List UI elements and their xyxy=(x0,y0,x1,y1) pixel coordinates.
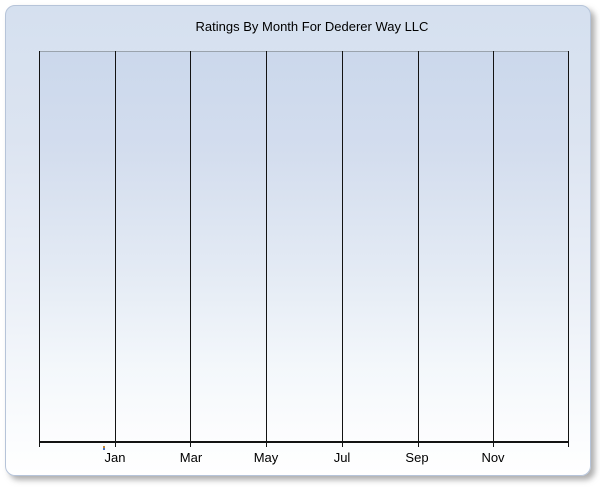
gridline-jan xyxy=(115,51,116,447)
gridline-right-edge xyxy=(568,51,569,447)
gridline-may xyxy=(266,51,267,447)
stray-data-marker xyxy=(103,446,105,450)
gridline-mar xyxy=(190,51,191,447)
plot-area: Jan Mar May Jul Sep Nov xyxy=(39,51,569,465)
chart-panel: Ratings By Month For Dederer Way LLC Jan… xyxy=(5,5,591,476)
x-axis-label: Nov xyxy=(481,450,505,465)
x-axis-line xyxy=(39,441,569,443)
gridline-nov xyxy=(493,51,494,447)
x-axis-label: Jul xyxy=(333,450,351,465)
plot-background xyxy=(39,51,569,443)
stray-marker-blue xyxy=(103,448,105,450)
stray-marker-orange xyxy=(103,446,105,448)
x-axis-label: Sep xyxy=(405,450,429,465)
x-axis-label: Jan xyxy=(104,450,126,465)
gridline-sep xyxy=(418,51,419,447)
gridline-left-edge xyxy=(39,51,40,447)
chart-title: Ratings By Month For Dederer Way LLC xyxy=(195,19,429,34)
gridline-jul xyxy=(342,51,343,447)
x-axis-label: May xyxy=(253,450,279,465)
x-axis-label: Mar xyxy=(179,450,203,465)
